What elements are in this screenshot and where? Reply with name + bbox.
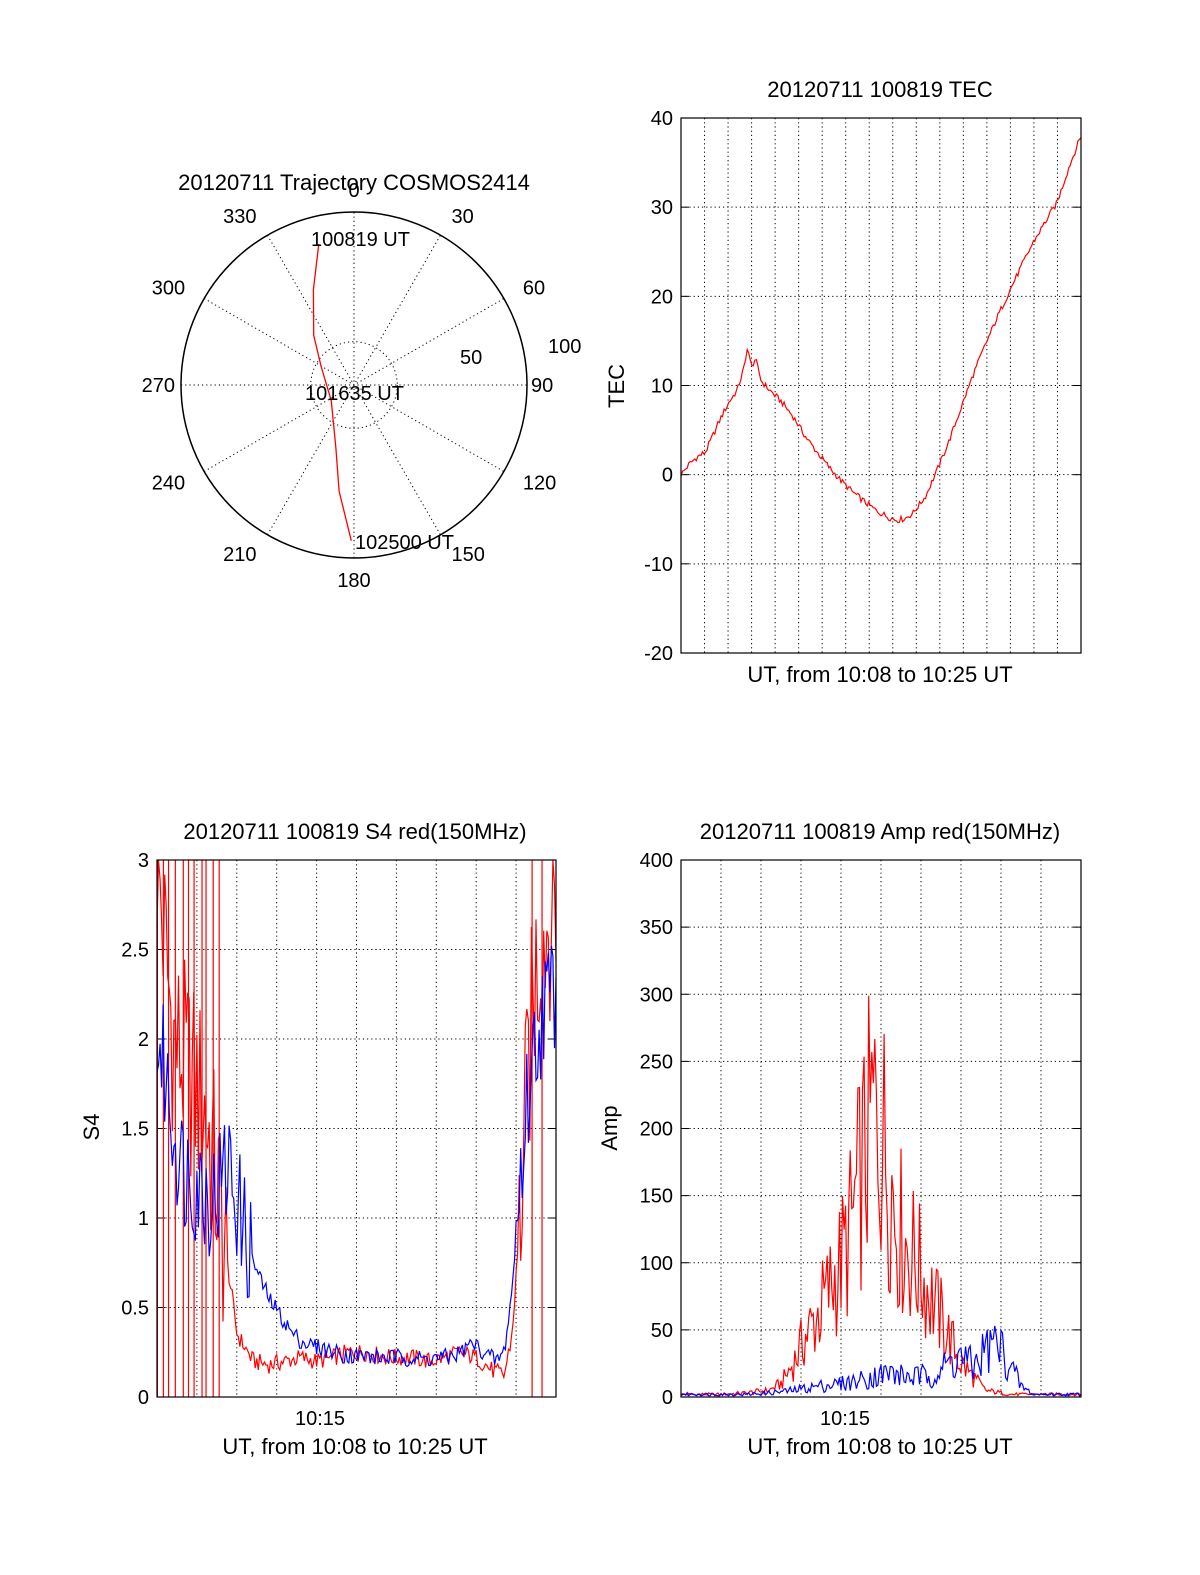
polar-angle-label-240: 240 [152,473,185,495]
s4-x-label: UT, from 10:08 to 10:25 UT [222,1434,487,1459]
polar-angle-label-180: 180 [337,570,370,592]
s4-plot-frame [156,859,557,1398]
s4-grid [157,860,556,1397]
tec-y-tick-label-0: 0 [662,465,673,487]
tec-y-tick-label-10: 10 [651,376,673,398]
amp-y-tick-label-0: 0 [662,1387,673,1409]
amp-y-tick-label-250: 250 [640,1051,673,1073]
s4-y-label: S4 [79,1114,104,1141]
polar-radial-label-100: 100 [548,336,581,358]
tec-y-ticks: 40 30 20 10 0 -10 -20 [644,108,1081,665]
amp-y-tick-label-150: 150 [640,1186,673,1208]
s4-y-tick-label-2-5: 2.5 [121,940,149,962]
amp-plot-frame [680,859,1082,1398]
s4-y-tick-label-0: 0 [138,1387,149,1409]
amp-y-tick-label-200: 200 [640,1119,673,1141]
tec-y-tick-label-40: 40 [651,108,673,130]
polar-angle-label-150: 150 [452,544,485,566]
polar-angle-label-120: 120 [523,473,556,495]
s4-y-ticks: 3 2.5 2 1.5 1 0.5 0 [121,850,556,1409]
polar-spoke-150 [267,234,441,536]
tec-y-tick-label-30: 30 [651,197,673,219]
tec-plot-frame [680,117,1082,654]
amp-y-tick-label-350: 350 [640,917,673,939]
tec-y-tick-label-20: 20 [651,286,673,308]
trajectory-mid-label: 101635 UT [305,383,404,405]
amp-series-blue [680,1325,1082,1397]
s4-series-red [156,859,557,1380]
trajectory-panel: 20120711 Trajectory COSMOS2414 0 30 60 90 12… [142,170,582,592]
trajectory-line [312,243,352,541]
amp-grid [681,860,1081,1397]
s4-y-tick-label-2: 2 [138,1029,149,1051]
s4-y-tick-label-1-5: 1.5 [121,1119,149,1141]
amp-y-tick-label-300: 300 [640,984,673,1006]
tec-grid [681,118,1081,653]
polar-angle-label-210: 210 [223,544,256,566]
polar-angle-label-270: 270 [142,375,175,397]
s4-x-tick-10-15: 10:15 [295,1408,345,1430]
amp-panel: 20120711 100819 Amp red(150MHz) 400 350 30… [597,819,1082,1459]
tec-y-label: TEC [604,364,629,408]
amp-y-ticks: 400 350 300 250 200 150 100 50 0 [640,850,1081,1409]
trajectory-title: 20120711 Trajectory COSMOS2414 [178,170,530,195]
polar-outer-circle [180,211,528,559]
tec-series-red [680,137,1082,524]
amp-y-tick-label-50: 50 [651,1320,673,1342]
tec-y-tick-label-20: -20 [644,643,673,665]
polar-angle-label-300: 300 [152,278,185,300]
amp-x-tick-10-15: 10:15 [820,1408,870,1430]
s4-panel: 20120711 100819 S4 red(150MHz) 3 2.5 2 1.5 1… [79,819,557,1459]
amp-y-label: Amp [597,1105,622,1150]
trajectory-start-label: 100819 UT [311,229,410,251]
s4-series-blue [156,945,557,1368]
polar-angle-label-0: 0 [348,180,359,202]
s4-red-spikes [156,860,543,1397]
s4-y-tick-label-1: 1 [138,1208,149,1230]
amp-x-label: UT, from 10:08 to 10:25 UT [747,1434,1012,1459]
polar-ring-50 [310,341,398,429]
amp-title: 20120711 100819 Amp red(150MHz) [700,819,1060,844]
s4-title: 20120711 100819 S4 red(150MHz) [183,819,526,844]
s4-y-tick-label-3: 3 [138,850,149,872]
amp-y-tick-label-100: 100 [640,1253,673,1275]
polar-angle-label-60: 60 [523,278,545,300]
polar-angle-labels: 0 30 60 90 120 150 180 210 240 270 300 330 [142,180,557,592]
tec-panel: 20120711 100819 TEC 40 30 20 10 0 -10 -20 UT, … [604,77,1082,687]
polar-angle-label-90: 90 [531,375,553,397]
s4-y-tick-label-0-5: 0.5 [121,1298,149,1320]
polar-angle-label-330: 330 [223,206,256,228]
amp-y-tick-label-400: 400 [640,850,673,872]
trajectory-end-label: 102500 UT [355,532,454,554]
tec-x-label: UT, from 10:08 to 10:25 UT [747,662,1012,687]
polar-angle-label-30: 30 [452,206,474,228]
polar-radial-label-50: 50 [460,347,482,369]
tec-y-tick-label-10: -10 [644,554,673,576]
tec-title: 20120711 100819 TEC [767,77,993,102]
